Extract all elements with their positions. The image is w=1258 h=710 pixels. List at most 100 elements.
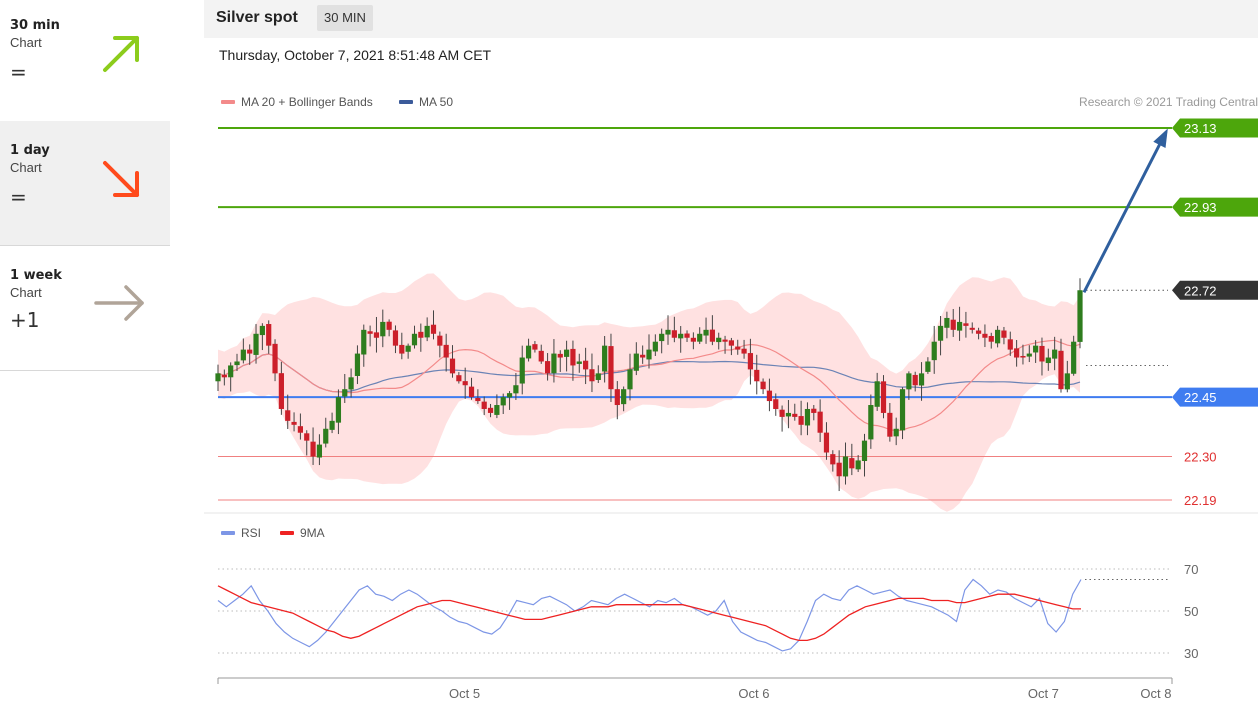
candle [449,345,456,378]
candle-body [266,324,272,346]
candle-body [747,353,754,370]
candle-body [272,343,278,374]
candle [506,391,513,410]
price-level-tag [1172,197,1258,217]
timeframe-name: 1 week [10,268,62,283]
timeframe-1week[interactable]: 1 week Chart +1 [0,246,170,371]
candle [880,375,887,419]
candle-body [544,361,551,374]
candle-body [538,350,544,362]
candle [823,422,830,460]
candle-body [804,408,811,426]
candle-body [880,381,887,413]
candle-body [646,349,652,360]
candle [766,378,773,412]
price-level-label: 22.93 [1184,200,1217,215]
candle [665,315,671,345]
candle-body [494,405,500,415]
candle-body [405,345,411,352]
candle [519,345,525,395]
candle-body [1001,330,1007,338]
candle-body [247,349,253,354]
candle-body [1052,349,1058,359]
candle-body [373,332,380,338]
candle-body [855,460,861,470]
candle [614,381,620,420]
candle [259,323,265,351]
candle [291,412,297,432]
legend-label: MA 20 + Bollinger Bands [241,95,373,109]
candle [937,315,944,356]
candle-body [766,390,773,402]
chart-date: Thursday, October 7, 2021 8:51:48 AM CET [219,47,492,63]
candle [240,338,246,364]
candle [893,417,899,446]
candle-body [665,329,671,335]
candle-body [925,361,931,372]
candle-body [513,385,519,394]
legend-9ma: 9MA [280,526,325,540]
candle-body [969,327,975,330]
candle [602,335,608,383]
candle [608,333,614,403]
candle [500,393,506,415]
candle-body [602,345,608,372]
candle [982,324,988,348]
candle [1020,344,1026,365]
candle [988,332,994,349]
candle-body [956,321,963,331]
candle [735,339,741,355]
candle [716,332,722,350]
candle [481,396,487,416]
candle-body [1033,345,1039,353]
candle-body [963,323,969,326]
candle [722,335,728,354]
candle [513,373,519,400]
candle-body [779,409,785,417]
x-tick-label: Oct 5 [449,686,480,701]
candle-body [278,373,284,409]
candle [348,368,354,398]
candle [424,317,430,342]
candle [1071,335,1077,376]
candle [494,394,500,419]
price-chart[interactable]: 23.13 22.93 22.72 22.45 22.30 22.19 30 50 70 Oct … [204,0,1258,710]
candle-body [316,444,323,458]
candle [228,362,234,392]
candle [272,339,278,382]
candle-body [1014,348,1020,358]
candle [316,434,323,466]
candle-body [487,407,494,413]
candle [779,405,785,432]
timeframe-1day[interactable]: 1 day Chart = [0,121,170,246]
candle [278,361,284,415]
timeframe-badge[interactable]: 30 MIN [317,5,373,31]
candle-body [988,335,994,342]
candle-body [589,369,595,382]
candle-body [1071,341,1077,374]
candle-body [950,319,956,330]
candle-body [640,354,646,358]
price-level-tag [1172,118,1258,138]
candle-body [1064,373,1070,390]
candlesticks [215,278,1083,492]
projection-arrow [1082,131,1168,293]
candle-body [583,360,589,370]
candle-body [937,325,944,341]
candle-body [240,349,246,361]
timeframe-30min[interactable]: 30 min Chart = [0,0,170,125]
legend-label: RSI [241,526,262,540]
candle [690,332,696,350]
candle [899,387,906,440]
candle [462,367,468,399]
candle-body [1077,290,1083,342]
candle-body [741,348,747,354]
candle-body [887,412,893,437]
price-level-label: 22.19 [1184,493,1217,508]
candle-body [392,330,399,346]
candle [760,378,766,395]
candle [861,433,868,477]
candle [798,400,804,436]
candle-body [285,410,291,421]
candle [475,389,481,404]
